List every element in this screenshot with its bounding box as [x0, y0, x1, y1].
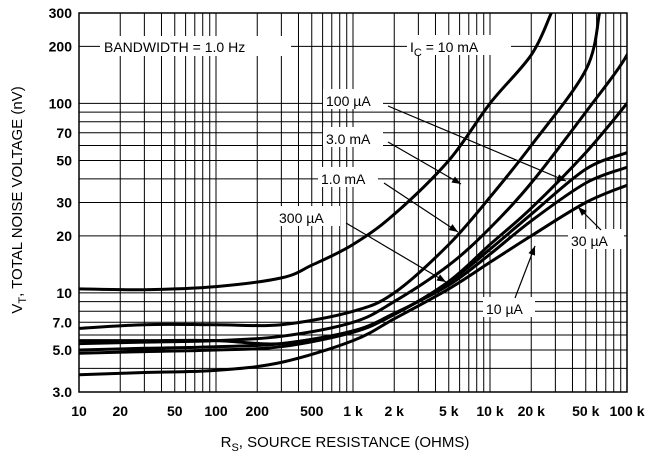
y-tick-label: 10: [56, 285, 72, 301]
plot-frame: [78, 12, 628, 393]
bandwidth-background: [100, 36, 291, 56]
annotation-arrowhead: [556, 174, 566, 181]
chart-curves: [79, 13, 627, 377]
annotation-leader: [514, 245, 536, 299]
label-background: [483, 297, 535, 317]
label-background: [276, 206, 340, 226]
annotation-arrowhead: [448, 224, 458, 232]
y-tick-label: 30: [56, 195, 72, 211]
annotation-arrowhead: [451, 176, 461, 184]
label-background: [318, 167, 378, 187]
x-tick-label: 2 k: [385, 403, 405, 419]
y-tick-labels: 3.0 5.0 7.0 10 20 30 50 70 100 200 300: [49, 5, 73, 400]
y-tick-label: 20: [56, 228, 72, 244]
annotation-leader: [387, 105, 567, 182]
x-tick-label: 20 k: [518, 403, 545, 419]
series-label: 30 µA: [571, 233, 609, 249]
series-line-10-a: [79, 183, 627, 377]
annotation-leader: [383, 182, 459, 233]
annotation-arrowhead: [578, 207, 587, 216]
annotation-leader: [387, 141, 462, 185]
label-background: [568, 229, 624, 249]
y-axis-title: VT, TOTAL NOISE VOLTAGE (nV): [9, 86, 29, 313]
x-tick-label: 5 k: [439, 403, 459, 419]
x-tick-label: 50: [167, 403, 183, 419]
y-tick-label: 300: [49, 5, 73, 21]
series-label: 3.0 mA: [326, 131, 371, 147]
label-background: [323, 127, 383, 147]
label-background: [407, 35, 511, 55]
y-tick-label: 100: [49, 95, 73, 111]
x-tick-label: 10 k: [476, 403, 503, 419]
y-tick-label: 50: [56, 152, 72, 168]
x-tick-label: 100 k: [609, 403, 644, 419]
x-tick-label: 1 k: [343, 403, 363, 419]
series-line-10-ma: [79, 13, 553, 292]
x-tick-label: 500: [300, 403, 324, 419]
x-tick-labels: 10 20 50 100 200 500 1 k 2 k 5 k 10 k 20 k 50 k 100 …: [71, 403, 645, 419]
x-tick-label: 100: [204, 403, 228, 419]
chart-annotations: BANDWIDTH = 1.0 Hz IC = 10 mA 100 µA 3.0 mA…: [100, 35, 624, 317]
x-axis-title: RS, SOURCE RESISTANCE (OHMS): [221, 434, 470, 454]
x-tick-label: 10: [71, 403, 87, 419]
y-tick-label: 3.0: [53, 384, 73, 400]
x-tick-label: 200: [246, 403, 270, 419]
bandwidth-annotation: BANDWIDTH = 1.0 Hz: [104, 39, 245, 55]
series-label: 300 µA: [279, 210, 324, 226]
x-tick-label: 20: [112, 403, 128, 419]
y-tick-label: 70: [56, 125, 72, 141]
annotation-arrowhead: [528, 246, 536, 256]
series-line-3-0-ma: [79, 13, 601, 330]
label-background: [323, 89, 383, 109]
annotation-arrowhead: [436, 274, 446, 282]
series-label: 1.0 mA: [321, 171, 366, 187]
y-tick-label: 200: [49, 38, 73, 54]
y-tick-label: 5.0: [53, 342, 73, 358]
series-label: 10 µA: [486, 301, 524, 317]
series-label: 100 µA: [326, 93, 371, 109]
series-label: IC = 10 mA: [410, 39, 479, 59]
y-tick-label: 7.0: [53, 314, 73, 330]
x-tick-label: 50 k: [572, 403, 599, 419]
series-line-30-a: [79, 165, 627, 346]
annotation-leader: [345, 222, 447, 283]
